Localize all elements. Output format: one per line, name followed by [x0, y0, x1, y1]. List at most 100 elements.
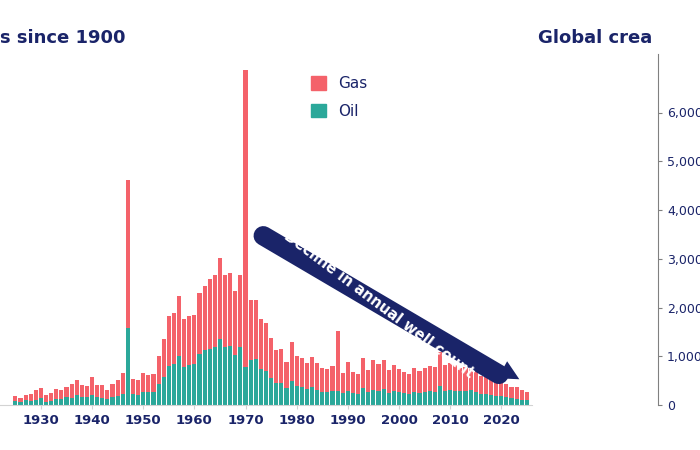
Bar	[320, 392, 324, 405]
Bar	[284, 362, 288, 388]
Bar	[315, 390, 319, 405]
Bar	[386, 393, 391, 405]
Bar	[136, 380, 140, 395]
Bar	[484, 375, 488, 394]
Bar	[392, 365, 396, 391]
Bar	[126, 180, 130, 328]
Bar	[100, 385, 104, 397]
Bar	[111, 397, 115, 405]
Bar	[484, 394, 488, 405]
Bar	[202, 351, 206, 405]
Bar	[162, 378, 166, 405]
Bar	[361, 388, 365, 405]
Bar	[131, 379, 135, 394]
Bar	[525, 400, 529, 405]
Bar	[377, 391, 381, 405]
Bar	[197, 293, 202, 354]
Bar	[54, 399, 58, 405]
Bar	[259, 369, 263, 405]
Bar	[126, 328, 130, 405]
Bar	[248, 300, 253, 360]
Bar	[284, 388, 288, 405]
Bar	[366, 392, 370, 405]
Bar	[474, 392, 478, 405]
Bar	[279, 349, 284, 383]
Bar	[326, 369, 330, 392]
Bar	[499, 396, 503, 405]
Bar	[95, 397, 99, 405]
Bar	[315, 363, 319, 390]
Bar	[346, 391, 350, 405]
Bar	[202, 286, 206, 351]
Bar	[60, 390, 64, 399]
Bar	[18, 398, 22, 402]
Bar	[162, 339, 166, 378]
Bar	[131, 394, 135, 405]
Bar	[167, 366, 171, 405]
Bar	[233, 291, 237, 355]
Bar	[351, 393, 355, 405]
Bar	[423, 368, 426, 392]
Bar	[479, 394, 483, 405]
Bar	[34, 400, 38, 405]
Bar	[423, 392, 426, 405]
Bar	[330, 391, 335, 405]
Bar	[305, 363, 309, 389]
Bar	[274, 350, 279, 383]
Bar	[264, 323, 268, 371]
Bar	[64, 397, 69, 405]
Bar	[151, 392, 155, 405]
Bar	[382, 389, 386, 405]
Bar	[90, 395, 94, 405]
Bar	[253, 360, 258, 405]
Bar	[453, 391, 457, 405]
Bar	[116, 380, 120, 396]
Bar	[172, 364, 176, 405]
Bar	[64, 387, 69, 397]
Bar	[372, 390, 375, 405]
Bar	[305, 389, 309, 405]
Bar	[463, 366, 468, 391]
Bar	[438, 352, 442, 386]
Bar	[44, 401, 48, 405]
Bar	[448, 390, 452, 405]
Bar	[136, 395, 140, 405]
Bar	[95, 385, 99, 397]
Bar	[49, 400, 53, 405]
Bar	[346, 362, 350, 391]
Bar	[24, 395, 27, 400]
Bar	[458, 368, 463, 392]
Bar	[24, 400, 27, 405]
Bar	[193, 315, 197, 365]
Bar	[341, 373, 345, 393]
Bar	[85, 386, 89, 397]
Bar	[407, 394, 412, 405]
Bar	[514, 387, 519, 399]
Text: s since 1900: s since 1900	[0, 29, 125, 47]
Bar	[505, 384, 508, 397]
Bar	[443, 391, 447, 405]
Bar	[85, 397, 89, 405]
Bar	[54, 389, 58, 399]
Bar	[397, 392, 401, 405]
Legend: Gas, Oil: Gas, Oil	[303, 69, 375, 126]
Bar	[208, 279, 212, 349]
Bar	[120, 394, 125, 405]
Bar	[244, 70, 248, 367]
Bar	[106, 399, 109, 405]
Bar	[218, 258, 222, 339]
Bar	[468, 390, 472, 405]
Bar	[13, 401, 18, 405]
Text: Decline in annual well count: Decline in annual well count	[281, 229, 476, 381]
Bar	[187, 316, 191, 365]
Bar	[29, 401, 33, 405]
Bar	[514, 399, 519, 405]
Bar	[60, 399, 64, 405]
Bar	[69, 384, 73, 398]
Bar	[49, 392, 53, 400]
Bar	[438, 386, 442, 405]
Bar	[213, 275, 217, 347]
Bar	[335, 391, 340, 405]
Bar	[310, 387, 314, 405]
Bar	[187, 365, 191, 405]
